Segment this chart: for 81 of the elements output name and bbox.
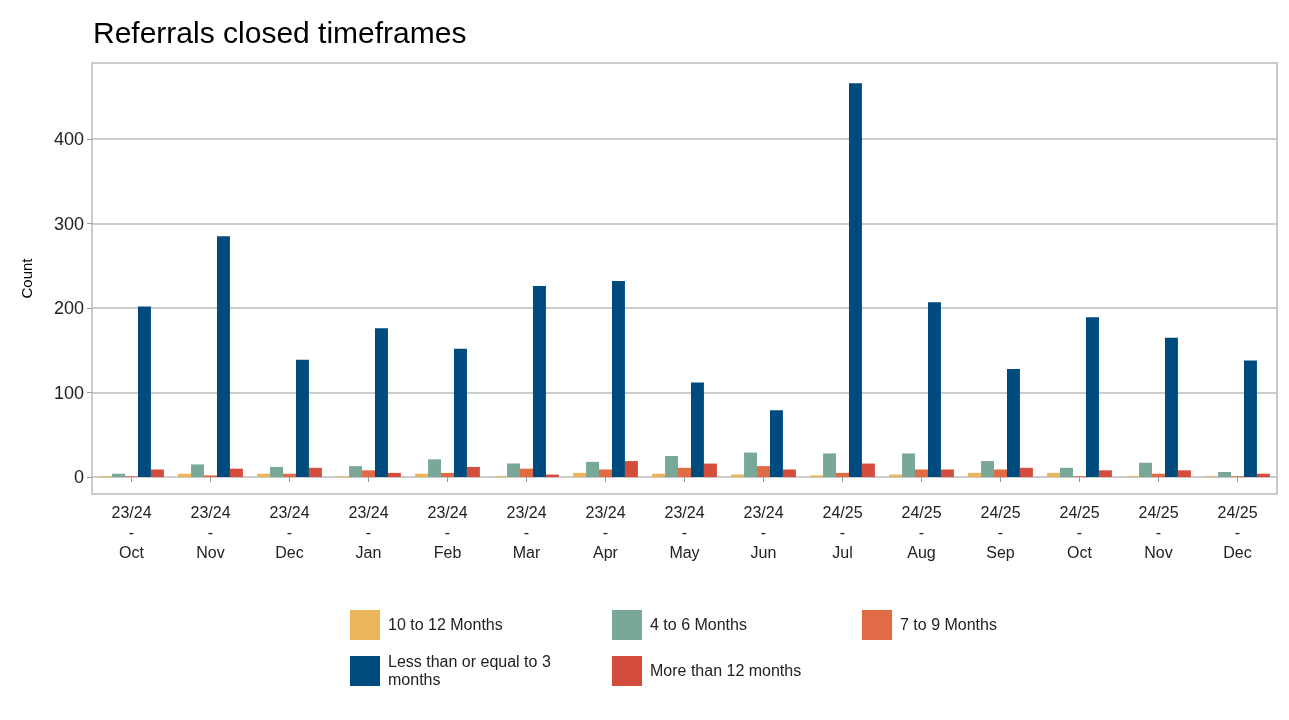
x-tick-label: 23/24 - Dec [269, 503, 310, 561]
bar [915, 469, 928, 478]
bar [902, 453, 916, 478]
bar [703, 463, 717, 478]
x-tick-label: 23/24 - Jun [743, 503, 784, 561]
y-tick-label: 200 [53, 298, 84, 319]
x-tick-label: 23/24 - Jan [348, 503, 389, 561]
bar [586, 461, 600, 478]
bar [532, 286, 546, 478]
bar [466, 466, 480, 478]
bar [744, 452, 758, 478]
bar [507, 463, 521, 478]
bar [690, 382, 704, 478]
bar [1177, 470, 1191, 478]
legend-label: Less than or equal to 3 months [388, 653, 552, 689]
bar [861, 463, 875, 478]
bar [216, 236, 230, 478]
x-tick-label: 24/25 - Aug [901, 503, 942, 561]
bar [1006, 368, 1020, 478]
bar [1060, 467, 1074, 478]
y-tick-label: 400 [53, 129, 84, 150]
bar [1218, 472, 1232, 478]
x-tick-label: 24/25 - Jul [822, 503, 863, 561]
bar [968, 472, 982, 478]
bar [823, 453, 837, 478]
bar [678, 467, 691, 478]
legend-label: 7 to 9 Months [900, 616, 997, 634]
bar [428, 459, 442, 478]
bar [994, 469, 1007, 478]
x-tick-label: 23/24 - Apr [585, 503, 626, 561]
bar [757, 466, 770, 478]
chart-title: Referrals closed timeframes [93, 15, 467, 49]
bar [362, 470, 375, 478]
x-tick-label: 24/25 - Dec [1217, 503, 1258, 561]
bar [1139, 462, 1153, 478]
bar [229, 468, 243, 478]
x-tick-label: 23/24 - Feb [427, 503, 468, 561]
bar [599, 469, 612, 478]
bar [137, 306, 151, 478]
bar [387, 472, 401, 478]
bar [308, 467, 322, 478]
bar [349, 466, 363, 478]
bar [624, 461, 638, 478]
x-tick-label: 23/24 - Mar [506, 503, 547, 561]
bar [520, 468, 533, 478]
bar [1019, 467, 1033, 478]
x-tick-label: 23/24 - May [664, 503, 705, 561]
legend-label: More than 12 months [650, 662, 802, 680]
bar [441, 472, 454, 478]
bar [1085, 317, 1099, 478]
x-tick-label: 23/24 - Nov [190, 503, 231, 561]
bar [769, 410, 783, 478]
bar [611, 281, 625, 478]
bar [374, 328, 388, 478]
bar [1098, 470, 1112, 478]
bar [981, 461, 995, 478]
x-tick-label: 23/24 - Oct [111, 503, 152, 561]
bar [927, 302, 941, 478]
y-axis-title: Count [18, 257, 35, 299]
x-tick-label: 24/25 - Sep [980, 503, 1021, 561]
y-tick-label: 0 [73, 467, 84, 488]
bar [270, 466, 284, 478]
bar [150, 469, 164, 478]
y-tick-label: 100 [53, 382, 84, 403]
y-tick-label: 300 [53, 213, 84, 234]
bar [453, 348, 467, 478]
bar [848, 83, 862, 478]
bar [1047, 472, 1061, 478]
bar [573, 472, 587, 478]
bar [665, 455, 679, 478]
bar [191, 464, 205, 478]
bar [1243, 360, 1257, 478]
x-tick-label: 24/25 - Nov [1138, 503, 1179, 561]
bar [1164, 337, 1178, 478]
legend-label: 10 to 12 Months [388, 616, 503, 634]
bar [836, 472, 849, 478]
x-tick-label: 24/25 - Oct [1059, 503, 1100, 561]
legend-label: 4 to 6 Months [650, 616, 747, 634]
bar [940, 469, 954, 478]
bar [782, 469, 796, 478]
bar [295, 359, 309, 478]
